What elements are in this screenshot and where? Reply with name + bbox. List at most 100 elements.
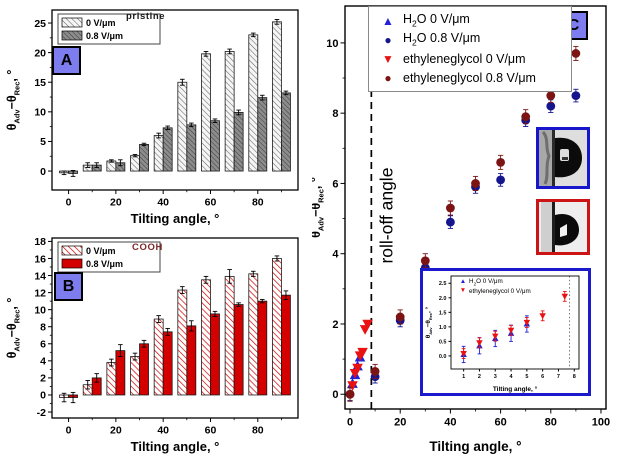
x-tick-label: 80 <box>252 197 264 209</box>
y-tick-label: 5 <box>40 136 46 148</box>
data-point <box>420 256 430 266</box>
data-point <box>492 333 499 340</box>
data-point <box>539 313 546 320</box>
bar <box>201 279 211 396</box>
y-tick-label: 0 <box>40 390 46 402</box>
bar <box>115 350 126 396</box>
legend-label: ethyleneglycol 0.8 V/μm <box>403 70 536 85</box>
triangle-up-marker-icon: ▲ <box>459 278 467 286</box>
data-point <box>345 389 355 399</box>
x-tick-label: 100 <box>592 417 610 429</box>
bar <box>139 343 149 396</box>
y-tick-label: 4 <box>40 356 46 368</box>
data-point <box>546 101 556 111</box>
bar <box>177 289 188 396</box>
y-tick-label: 8 <box>332 108 338 120</box>
legend-label: H2O 0 V/μm <box>403 12 470 29</box>
data-point <box>395 312 405 322</box>
triangle-up-marker-icon: ▲ <box>382 13 394 28</box>
data-point <box>446 217 455 227</box>
y-tick-label: 6 <box>332 178 338 190</box>
inset-chart: 0.0 0.5 1.0 1.5 2.0 2.5 1 2 3 4 5 6 7 8 Tilting angle,… <box>424 275 580 393</box>
data-point <box>352 363 363 374</box>
bar <box>248 273 259 396</box>
panel-a: 0 5 10 15 20 25 0 20 40 60 80 Tilting angle, ° θAdv−… <box>4 2 308 228</box>
y-tick-label: 2 <box>40 373 46 385</box>
water-droplet-image <box>539 130 587 186</box>
legend-swatch <box>61 245 83 256</box>
x-tick-label: 80 <box>252 425 264 437</box>
y-tick-label: 0 <box>332 389 338 401</box>
water-droplet-photo <box>536 127 590 189</box>
y-tick-label: 1.0 <box>439 325 447 331</box>
bar <box>224 51 235 172</box>
x-tick-label: 40 <box>157 425 169 437</box>
data-point <box>523 319 531 326</box>
data-point <box>370 367 380 376</box>
x-tick-label: 7 <box>557 374 560 380</box>
bar <box>248 34 259 172</box>
data-point <box>546 91 556 100</box>
bar <box>162 127 173 172</box>
panel-c-inset-plot-area: 0.0 0.5 1.0 1.5 2.0 2.5 1 2 3 4 5 6 7 8 Tilting angle,… <box>424 275 580 393</box>
panel-c: roll-off angle 0 2 4 6 8 10 0 20 40 60 80 100 Tilting… <box>312 0 622 459</box>
data-point <box>347 381 358 391</box>
data-point <box>507 327 515 334</box>
legend-label: 0 V/μm <box>86 246 116 256</box>
x-tick-label: 0 <box>66 425 72 437</box>
scatter-series <box>460 290 569 359</box>
legend-label: 0.8 V/μm <box>86 31 123 41</box>
y-tick-label: 18 <box>34 236 46 248</box>
data-point <box>571 49 581 58</box>
bar <box>233 112 244 172</box>
bar <box>153 135 164 172</box>
data-point <box>496 175 505 185</box>
panel-b-badge: B <box>54 272 83 301</box>
panel-c-inset: 0.0 0.5 1.0 1.5 2.0 2.5 1 2 3 4 5 6 7 8 Tilting angle,… <box>420 268 591 396</box>
x-axis-label: Tilting angle, ° <box>429 439 521 454</box>
panel-a-plot-area: 0 5 10 15 20 25 0 20 40 60 80 Tilting angle, ° θAdv−… <box>5 9 299 226</box>
y-tick-label: -2 <box>37 407 46 419</box>
bar <box>224 275 235 396</box>
panel-c-legend: ▲ H2O 0 V/μm ● H2O 0.8 V/μm ▼ ethyleneglycol … <box>368 6 572 92</box>
data-point <box>571 91 581 100</box>
bar <box>153 318 164 396</box>
y-tick-label: 2 <box>332 319 338 331</box>
x-tick-label: 40 <box>444 417 456 429</box>
bar-series <box>68 290 291 404</box>
y-axis-label: θAdv−θRec, ° <box>5 298 22 359</box>
bar <box>177 81 188 172</box>
legend-label: 0 V/μm <box>86 18 116 28</box>
legend-item: ▲ H2O 0 V/μm <box>457 278 531 287</box>
y-axis-label: θAdv−θRec, ° <box>424 306 433 338</box>
legend-item: ▼ ethyleneglycol 0 V/μm <box>373 49 565 68</box>
triangle-down-marker-icon: ▼ <box>459 287 467 295</box>
roll-off-angle-label: roll-off angle <box>376 168 396 264</box>
bar <box>139 144 149 172</box>
legend-item: ▲ H2O 0 V/μm <box>373 11 565 30</box>
legend-item: ▼ ethyleneglycol 0 V/μm <box>457 287 531 296</box>
legend-label: 0.8 V/μm <box>86 259 123 269</box>
bar <box>257 97 268 172</box>
bar <box>130 356 140 396</box>
x-tick-label: 20 <box>394 417 406 429</box>
y-tick-label: 10 <box>34 107 46 119</box>
panel-b: -2 0 2 4 6 8 10 12 14 16 18 0 20 40 60 80 Tilting angle,… <box>4 230 308 456</box>
data-point <box>446 203 455 213</box>
bar <box>210 313 220 396</box>
bar <box>210 120 220 172</box>
y-tick-label: 2.0 <box>439 296 447 302</box>
x-tick-label: 0 <box>347 417 353 429</box>
bar <box>186 124 197 172</box>
panel-b-chart: -2 0 2 4 6 8 10 12 14 16 18 0 20 40 60 80 Tilting angle,… <box>5 236 299 454</box>
x-tick-label: 40 <box>157 197 169 209</box>
legend-label: H2O 0 V/μm <box>469 278 503 287</box>
triangle-down-marker-icon: ▼ <box>382 51 394 66</box>
x-tick-label: 5 <box>525 374 528 380</box>
x-tick-label: 6 <box>541 374 544 380</box>
x-tick-label: 4 <box>510 374 514 380</box>
y-axis-label: θAdv−θRec, ° <box>312 177 326 238</box>
legend-item: ● H2O 0.8 V/μm <box>373 30 565 49</box>
